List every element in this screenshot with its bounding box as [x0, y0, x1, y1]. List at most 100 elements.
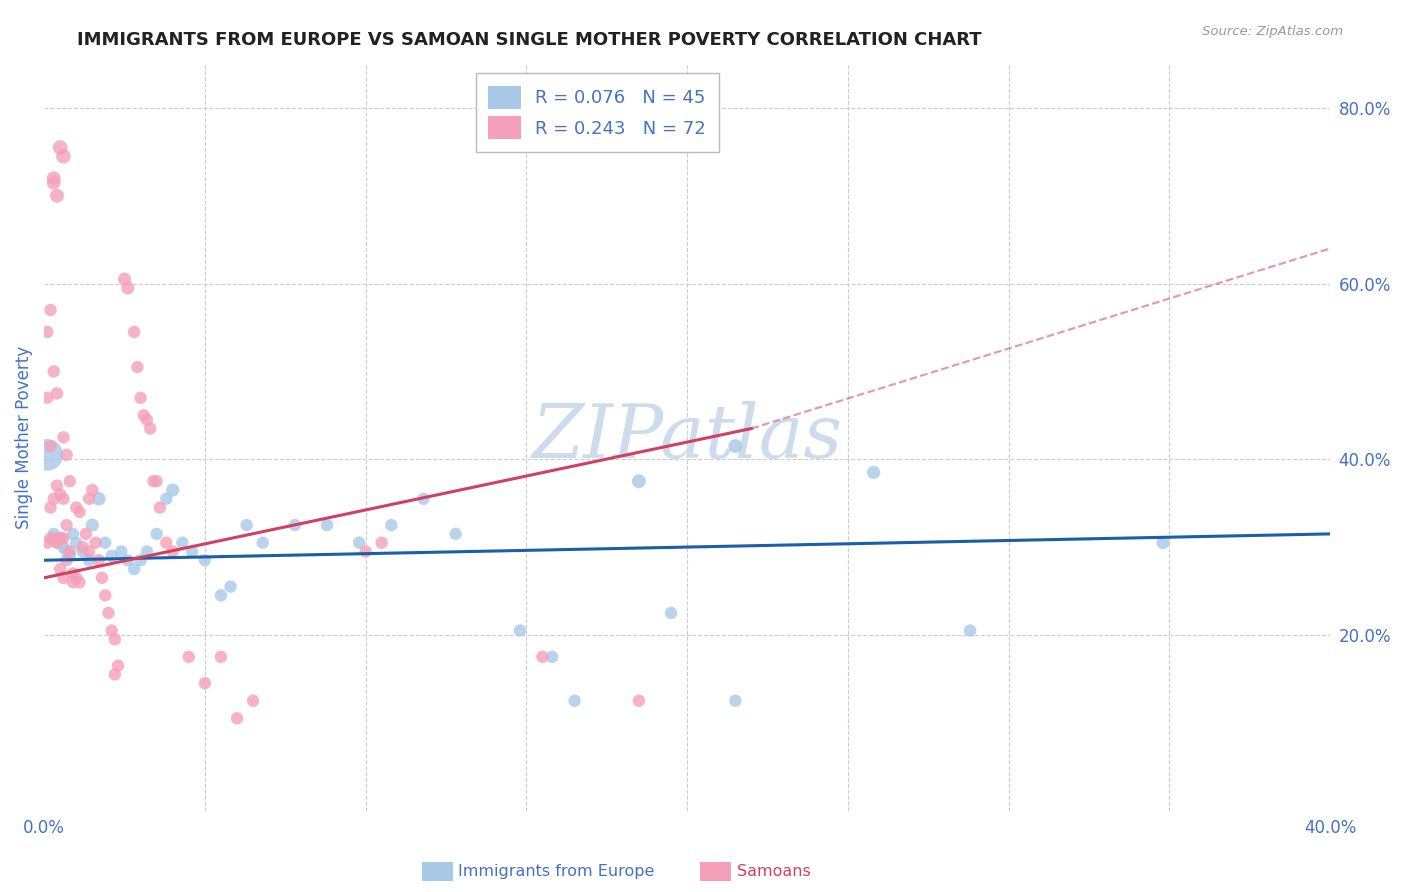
Text: Source: ZipAtlas.com: Source: ZipAtlas.com: [1202, 25, 1343, 38]
Point: [444, 527, 467, 541]
Point: [129, 553, 152, 567]
Point: [862, 466, 884, 480]
Point: [659, 606, 682, 620]
Point: [132, 409, 155, 423]
Point: [42, 176, 65, 190]
Point: [194, 676, 217, 690]
Point: [107, 658, 129, 673]
Point: [82, 518, 104, 533]
Point: [77, 491, 100, 506]
Point: [72, 544, 94, 558]
Point: [347, 535, 370, 549]
Point: [55, 518, 77, 533]
Point: [531, 649, 554, 664]
Point: [100, 624, 122, 638]
Point: [724, 694, 747, 708]
Point: [155, 535, 177, 549]
Point: [149, 500, 172, 515]
Text: Immigrants from Europe: Immigrants from Europe: [458, 864, 655, 879]
Point: [127, 359, 149, 374]
Point: [39, 500, 62, 515]
Legend: R = 0.076   N = 45, R = 0.243   N = 72: R = 0.076 N = 45, R = 0.243 N = 72: [475, 73, 718, 152]
Text: Samoans: Samoans: [737, 864, 810, 879]
Point: [59, 549, 82, 563]
Point: [122, 325, 145, 339]
Point: [39, 302, 62, 317]
Point: [62, 527, 84, 541]
Point: [627, 474, 650, 488]
Point: [122, 562, 145, 576]
Point: [42, 171, 65, 186]
Point: [49, 487, 72, 501]
Point: [65, 535, 87, 549]
Point: [39, 531, 62, 545]
Point: [142, 474, 165, 488]
Point: [52, 531, 75, 545]
Point: [46, 188, 69, 202]
Point: [117, 553, 139, 567]
Point: [39, 439, 62, 453]
Point: [509, 624, 531, 638]
Point: [252, 535, 274, 549]
Point: [52, 491, 75, 506]
Point: [97, 606, 120, 620]
Point: [87, 553, 110, 567]
Point: [162, 544, 184, 558]
Point: [52, 149, 75, 163]
Point: [49, 140, 72, 154]
Point: [52, 540, 75, 554]
Point: [1152, 535, 1174, 549]
Point: [46, 535, 69, 549]
Point: [94, 588, 117, 602]
Point: [412, 491, 434, 506]
Point: [55, 553, 77, 567]
Point: [46, 386, 69, 401]
Point: [209, 588, 232, 602]
Point: [380, 518, 402, 533]
Point: [724, 439, 747, 453]
Point: [72, 540, 94, 554]
Point: [59, 544, 82, 558]
Point: [226, 711, 249, 725]
Point: [75, 527, 97, 541]
Point: [49, 531, 72, 545]
Point: [65, 571, 87, 585]
Point: [52, 571, 75, 585]
Point: [82, 483, 104, 497]
Point: [100, 549, 122, 563]
Point: [177, 649, 200, 664]
Point: [104, 632, 127, 647]
Point: [46, 478, 69, 492]
Point: [55, 544, 77, 558]
Text: IMMIGRANTS FROM EUROPE VS SAMOAN SINGLE MOTHER POVERTY CORRELATION CHART: IMMIGRANTS FROM EUROPE VS SAMOAN SINGLE …: [77, 31, 981, 49]
Point: [136, 544, 159, 558]
Point: [62, 575, 84, 590]
Point: [145, 527, 167, 541]
Point: [42, 491, 65, 506]
Point: [69, 505, 91, 519]
Point: [139, 421, 162, 435]
Point: [42, 531, 65, 545]
Point: [37, 535, 59, 549]
Point: [77, 544, 100, 558]
Point: [219, 580, 242, 594]
Point: [316, 518, 339, 533]
Point: [172, 535, 194, 549]
Point: [91, 571, 114, 585]
Point: [235, 518, 257, 533]
Point: [55, 448, 77, 462]
Point: [37, 448, 59, 462]
Point: [194, 553, 217, 567]
Point: [42, 527, 65, 541]
Point: [49, 562, 72, 576]
Point: [181, 544, 204, 558]
Point: [37, 391, 59, 405]
Point: [564, 694, 586, 708]
Point: [59, 474, 82, 488]
Point: [959, 624, 981, 638]
Point: [145, 474, 167, 488]
Y-axis label: Single Mother Poverty: Single Mother Poverty: [15, 346, 32, 529]
Point: [284, 518, 307, 533]
Point: [94, 535, 117, 549]
Point: [162, 483, 184, 497]
